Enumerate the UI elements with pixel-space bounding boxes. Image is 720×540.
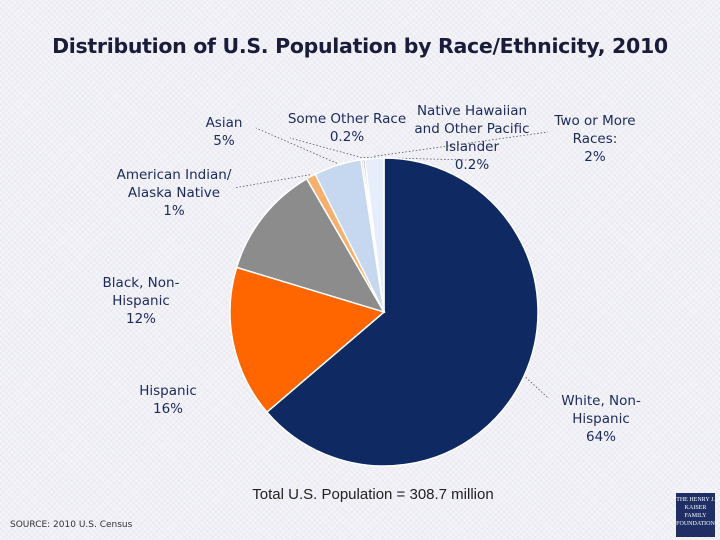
slice-label-line: 5% — [213, 133, 235, 149]
slice-label-line: 2% — [584, 149, 606, 165]
slice-label-line: White, Non- — [561, 393, 641, 409]
slice-label-line: 16% — [152, 401, 183, 417]
total-population-note: Total U.S. Population = 308.7 million — [252, 486, 494, 503]
slice-label: White, Non- Hispanic 64% — [556, 392, 646, 446]
leader-line — [374, 131, 549, 157]
slice-label-line: American Indian/ — [116, 167, 232, 183]
slice-label-line: and Other Pacific — [414, 121, 530, 137]
slice-label-line: Hispanic — [572, 411, 630, 427]
leader-lines — [233, 127, 549, 399]
slice-label-line: 0.2% — [329, 129, 365, 145]
leader-line — [233, 174, 311, 189]
slice-label-line: 1% — [163, 203, 185, 219]
pie-slices — [229, 157, 539, 467]
slice-label-line: 12% — [125, 311, 156, 327]
slice-label-line: Two or More — [554, 113, 636, 129]
slice-label-line: Native Hawaiian — [416, 103, 528, 119]
pie-slice-hispanic — [229, 266, 386, 414]
slice-label-line: Hispanic — [112, 293, 170, 309]
slice-label: American Indian/Alaska Native 1% — [112, 166, 236, 220]
kaiser-family-foundation-logo: THE HENRY J. KAISER FAMILY FOUNDATION — [676, 493, 715, 537]
logo-line: FOUNDATION — [676, 521, 715, 527]
slice-label: Two or More Races: 2% — [542, 112, 648, 166]
slice-label-line: Hispanic — [139, 383, 197, 399]
logo-line: KAISER — [684, 505, 707, 511]
slice-label-line: Races: — [572, 131, 618, 147]
logo-line: THE HENRY J. — [676, 497, 715, 503]
leader-line — [525, 377, 549, 399]
slice-label-line: Asian — [205, 115, 243, 131]
pie-slice-black-non-hispanic — [235, 177, 386, 314]
slice-label: Asian 5% — [196, 114, 252, 150]
pie-slice-white-non-hispanic — [265, 157, 539, 467]
slice-label-line: Some Other Race — [287, 111, 407, 127]
slice-label-line: 0.2% — [454, 157, 490, 173]
slice-label-line: Islander — [444, 139, 500, 155]
slice-label-line: Black, Non- — [102, 275, 180, 291]
logo-line: FAMILY — [684, 513, 707, 519]
chart-title: Distribution of U.S. Population by Race/… — [52, 34, 668, 58]
slice-label: Some Other Race 0.2% — [284, 110, 410, 146]
leader-line — [255, 127, 338, 164]
pie-slice-two-or-more-races — [363, 157, 385, 313]
slice-label-line: Alaska Native — [127, 185, 221, 201]
source-note: SOURCE: 2010 U.S. Census — [10, 520, 133, 530]
slice-label-line: 64% — [585, 429, 616, 445]
slice-label: Hispanic 16% — [128, 382, 208, 418]
slice-label: Black, Non- Hispanic 12% — [98, 274, 184, 328]
slice-label: Native Hawaiian and Other Pacific Islander… — [406, 102, 538, 174]
